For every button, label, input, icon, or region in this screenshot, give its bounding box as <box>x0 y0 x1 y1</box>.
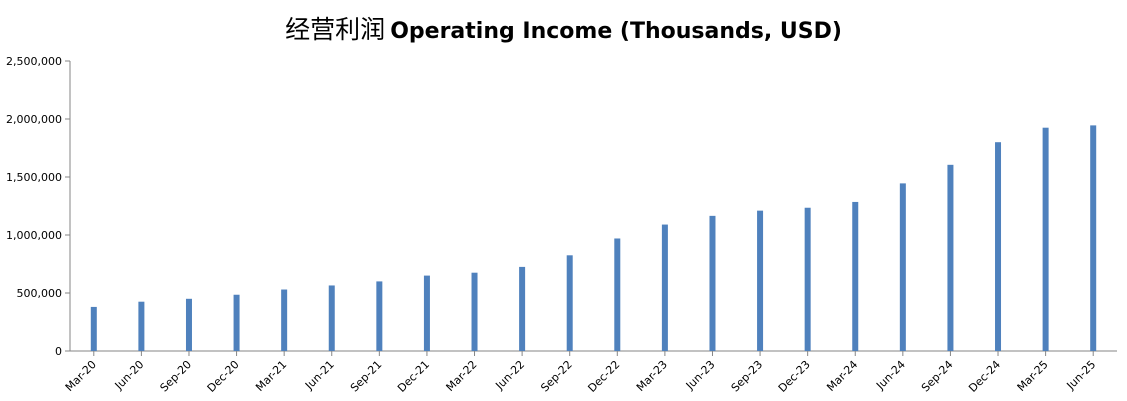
bar <box>281 289 288 351</box>
bar <box>1042 127 1049 351</box>
bar <box>138 301 145 351</box>
y-tick-label: 1,500,000 <box>6 171 62 184</box>
bar <box>185 298 192 351</box>
x-tick-label: Sep-24 <box>919 358 956 395</box>
x-tick-label: Mar-24 <box>824 358 860 394</box>
bar <box>661 224 668 351</box>
bar <box>899 183 906 351</box>
bar <box>947 164 954 351</box>
bar <box>519 266 526 351</box>
y-tick-label: 1,000,000 <box>6 229 62 242</box>
x-tick-label: Jun-21 <box>302 358 337 393</box>
x-tick-label: Sep-21 <box>348 358 385 395</box>
y-tick-label: 2,500,000 <box>6 55 62 68</box>
x-tick-label: Mar-22 <box>444 358 480 394</box>
chart-title-en: Operating Income (Thousands, USD) <box>390 19 842 44</box>
y-tick-label: 500,000 <box>17 287 63 300</box>
x-tick-label: Dec-23 <box>776 358 813 395</box>
x-tick-label: Sep-23 <box>729 358 766 395</box>
y-tick-label: 0 <box>55 345 62 358</box>
bar <box>471 272 478 351</box>
x-tick-label: Dec-21 <box>395 358 432 395</box>
bar <box>423 275 430 351</box>
bar <box>376 281 383 351</box>
x-tick-label: Dec-22 <box>585 358 622 395</box>
x-tick-label: Dec-20 <box>205 358 242 395</box>
chart-title: 经营利润 Operating Income (Thousands, USD) <box>0 10 1127 46</box>
bar <box>995 142 1002 351</box>
x-tick-label: Jun-20 <box>112 358 147 393</box>
x-tick-label: Mar-23 <box>634 358 670 394</box>
bar <box>566 255 573 351</box>
x-tick-label: Mar-25 <box>1015 358 1051 394</box>
bar <box>1090 125 1097 351</box>
bar <box>709 215 716 351</box>
x-tick-label: Mar-21 <box>253 358 289 394</box>
bar <box>90 306 97 351</box>
bar <box>614 238 621 351</box>
y-tick-label: 2,000,000 <box>6 113 62 126</box>
x-tick-label: Jun-22 <box>492 358 527 393</box>
bar <box>804 207 811 351</box>
x-tick-label: Sep-22 <box>538 358 575 395</box>
bar <box>233 294 240 351</box>
bar <box>757 210 764 351</box>
bar <box>852 201 859 351</box>
x-tick-label: Dec-24 <box>966 358 1003 395</box>
x-tick-label: Jun-24 <box>873 358 908 393</box>
bar <box>328 285 335 351</box>
chart-title-cn: 经营利润 <box>285 15 386 44</box>
x-tick-label: Sep-20 <box>158 358 195 395</box>
x-tick-label: Mar-20 <box>63 358 99 394</box>
x-tick-label: Jun-23 <box>683 358 718 393</box>
x-tick-label: Jun-25 <box>1064 358 1099 393</box>
